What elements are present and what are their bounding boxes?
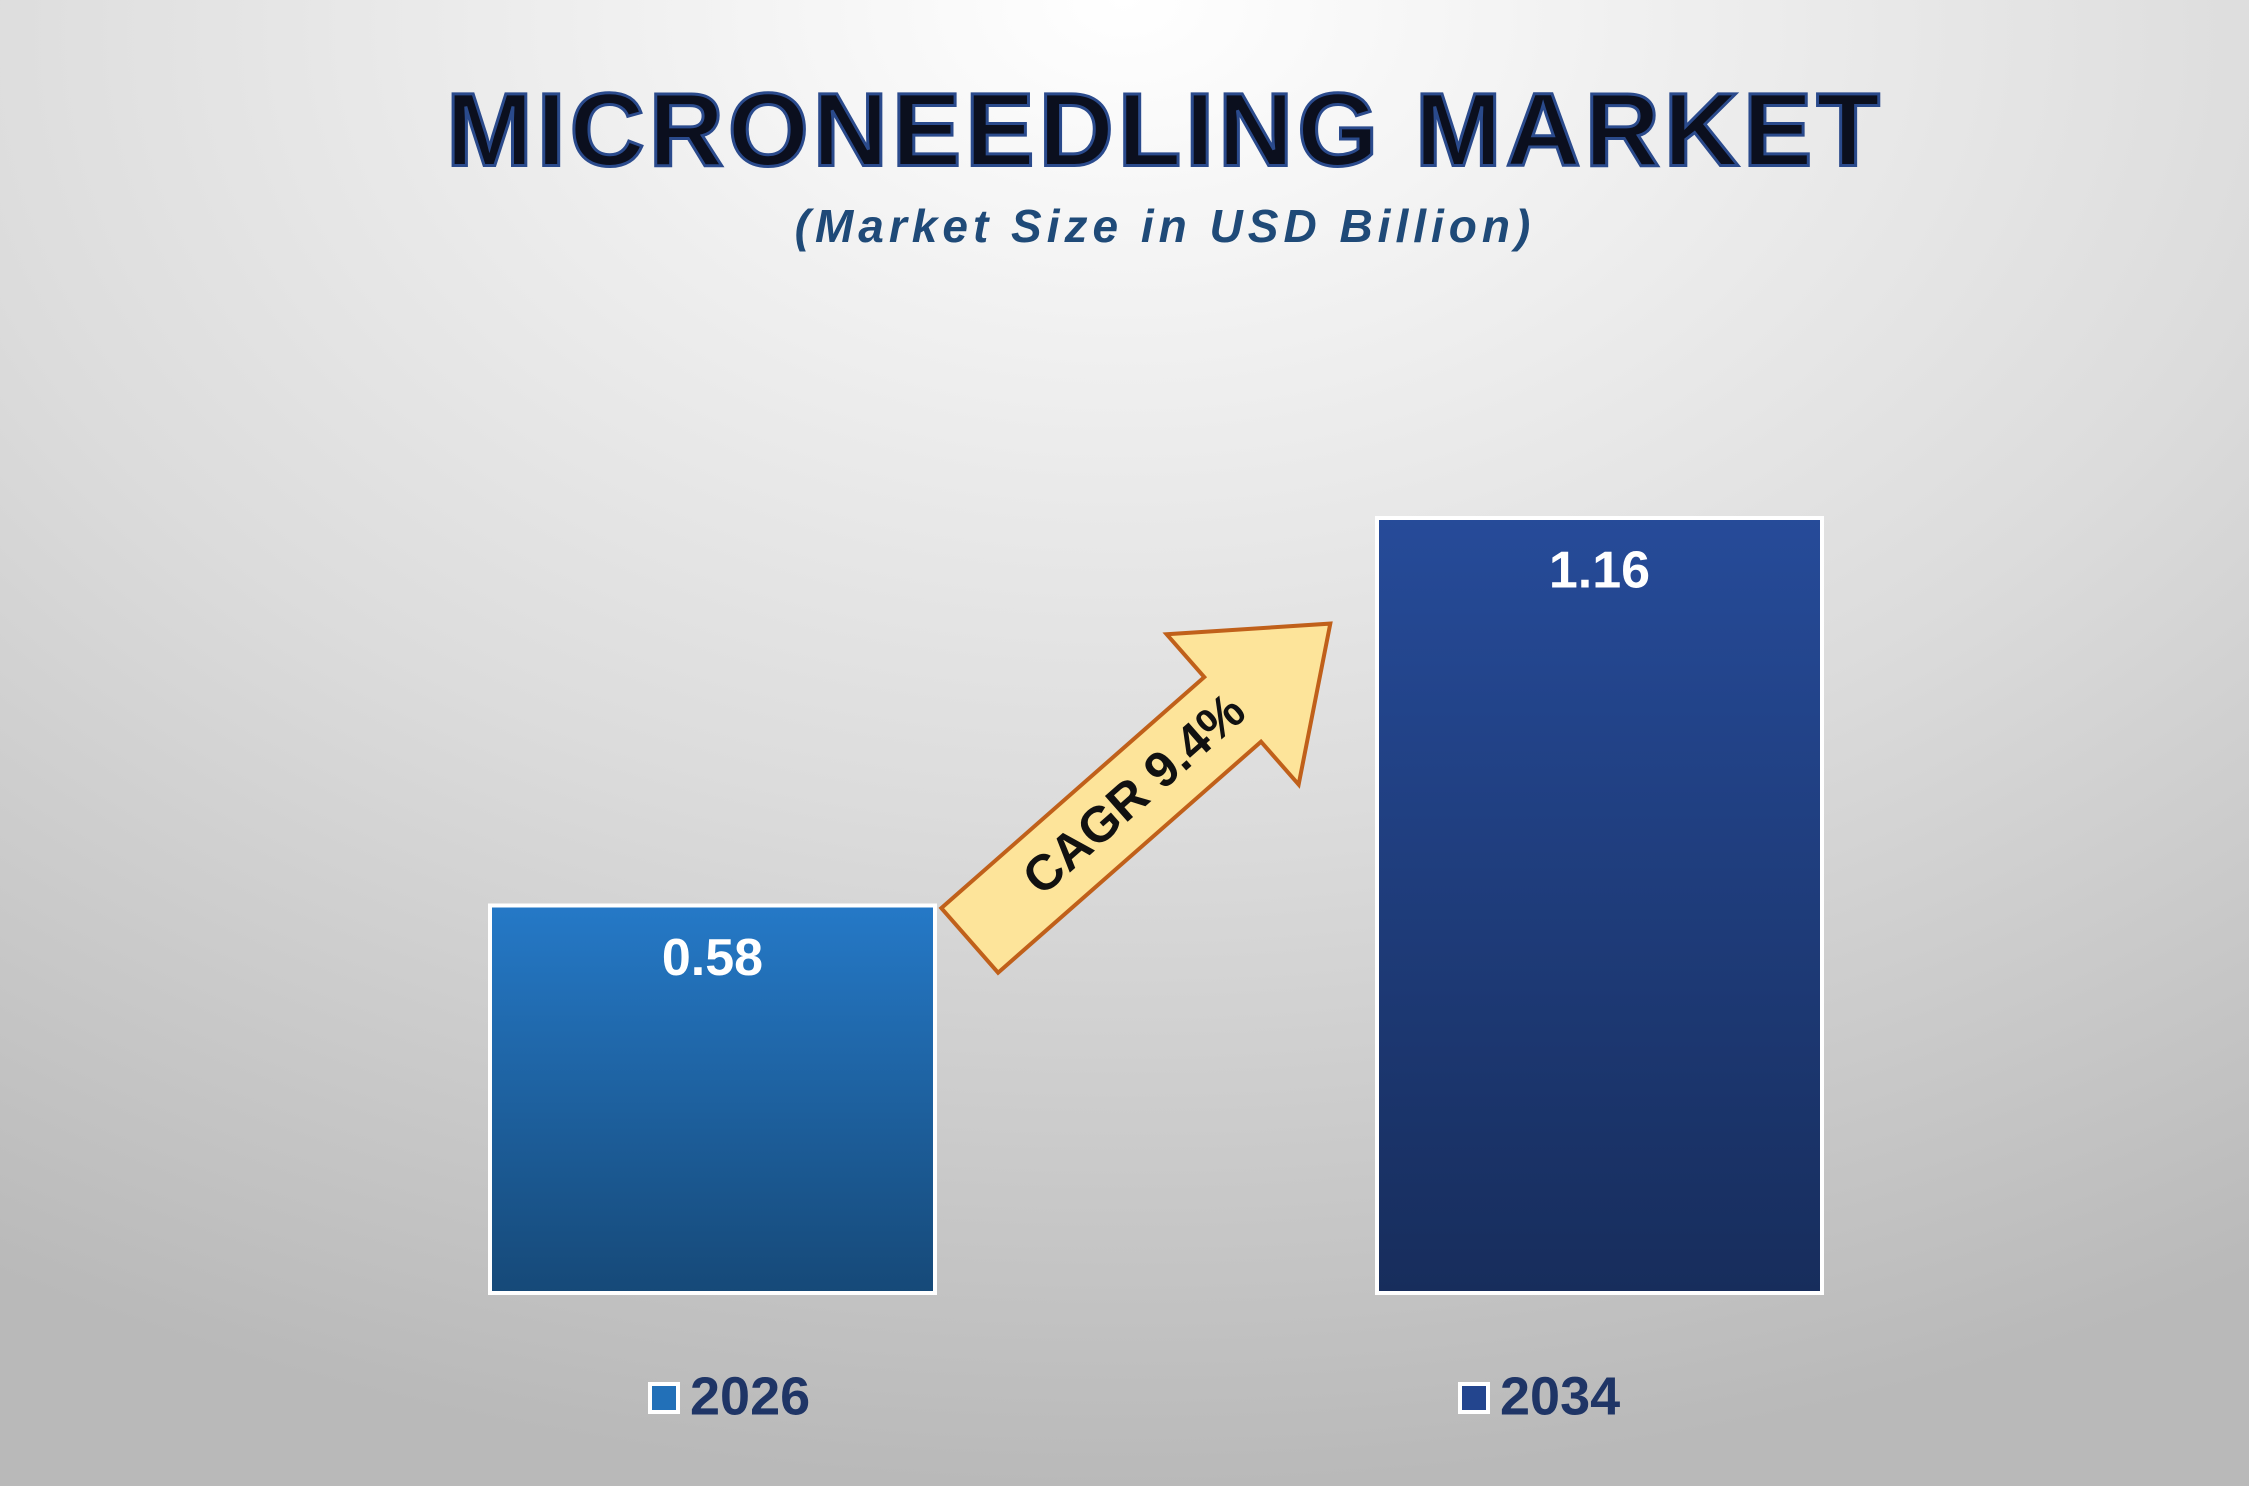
legend-swatch xyxy=(648,1382,680,1414)
arrow-shape xyxy=(938,621,1333,976)
legend-label: 2034 xyxy=(1500,1366,1620,1426)
bar xyxy=(1375,516,1824,1295)
value-label: 1.16 xyxy=(1549,542,1650,600)
legend-label: 2026 xyxy=(690,1366,810,1426)
chart-subtitle: (Market Size in USD Billion) xyxy=(795,200,1536,252)
bar xyxy=(488,903,937,1295)
value-label: 0.58 xyxy=(662,929,763,987)
legend-swatch xyxy=(1458,1382,1490,1414)
chart-title: MICRONEEDLING MARKET xyxy=(446,72,1884,188)
